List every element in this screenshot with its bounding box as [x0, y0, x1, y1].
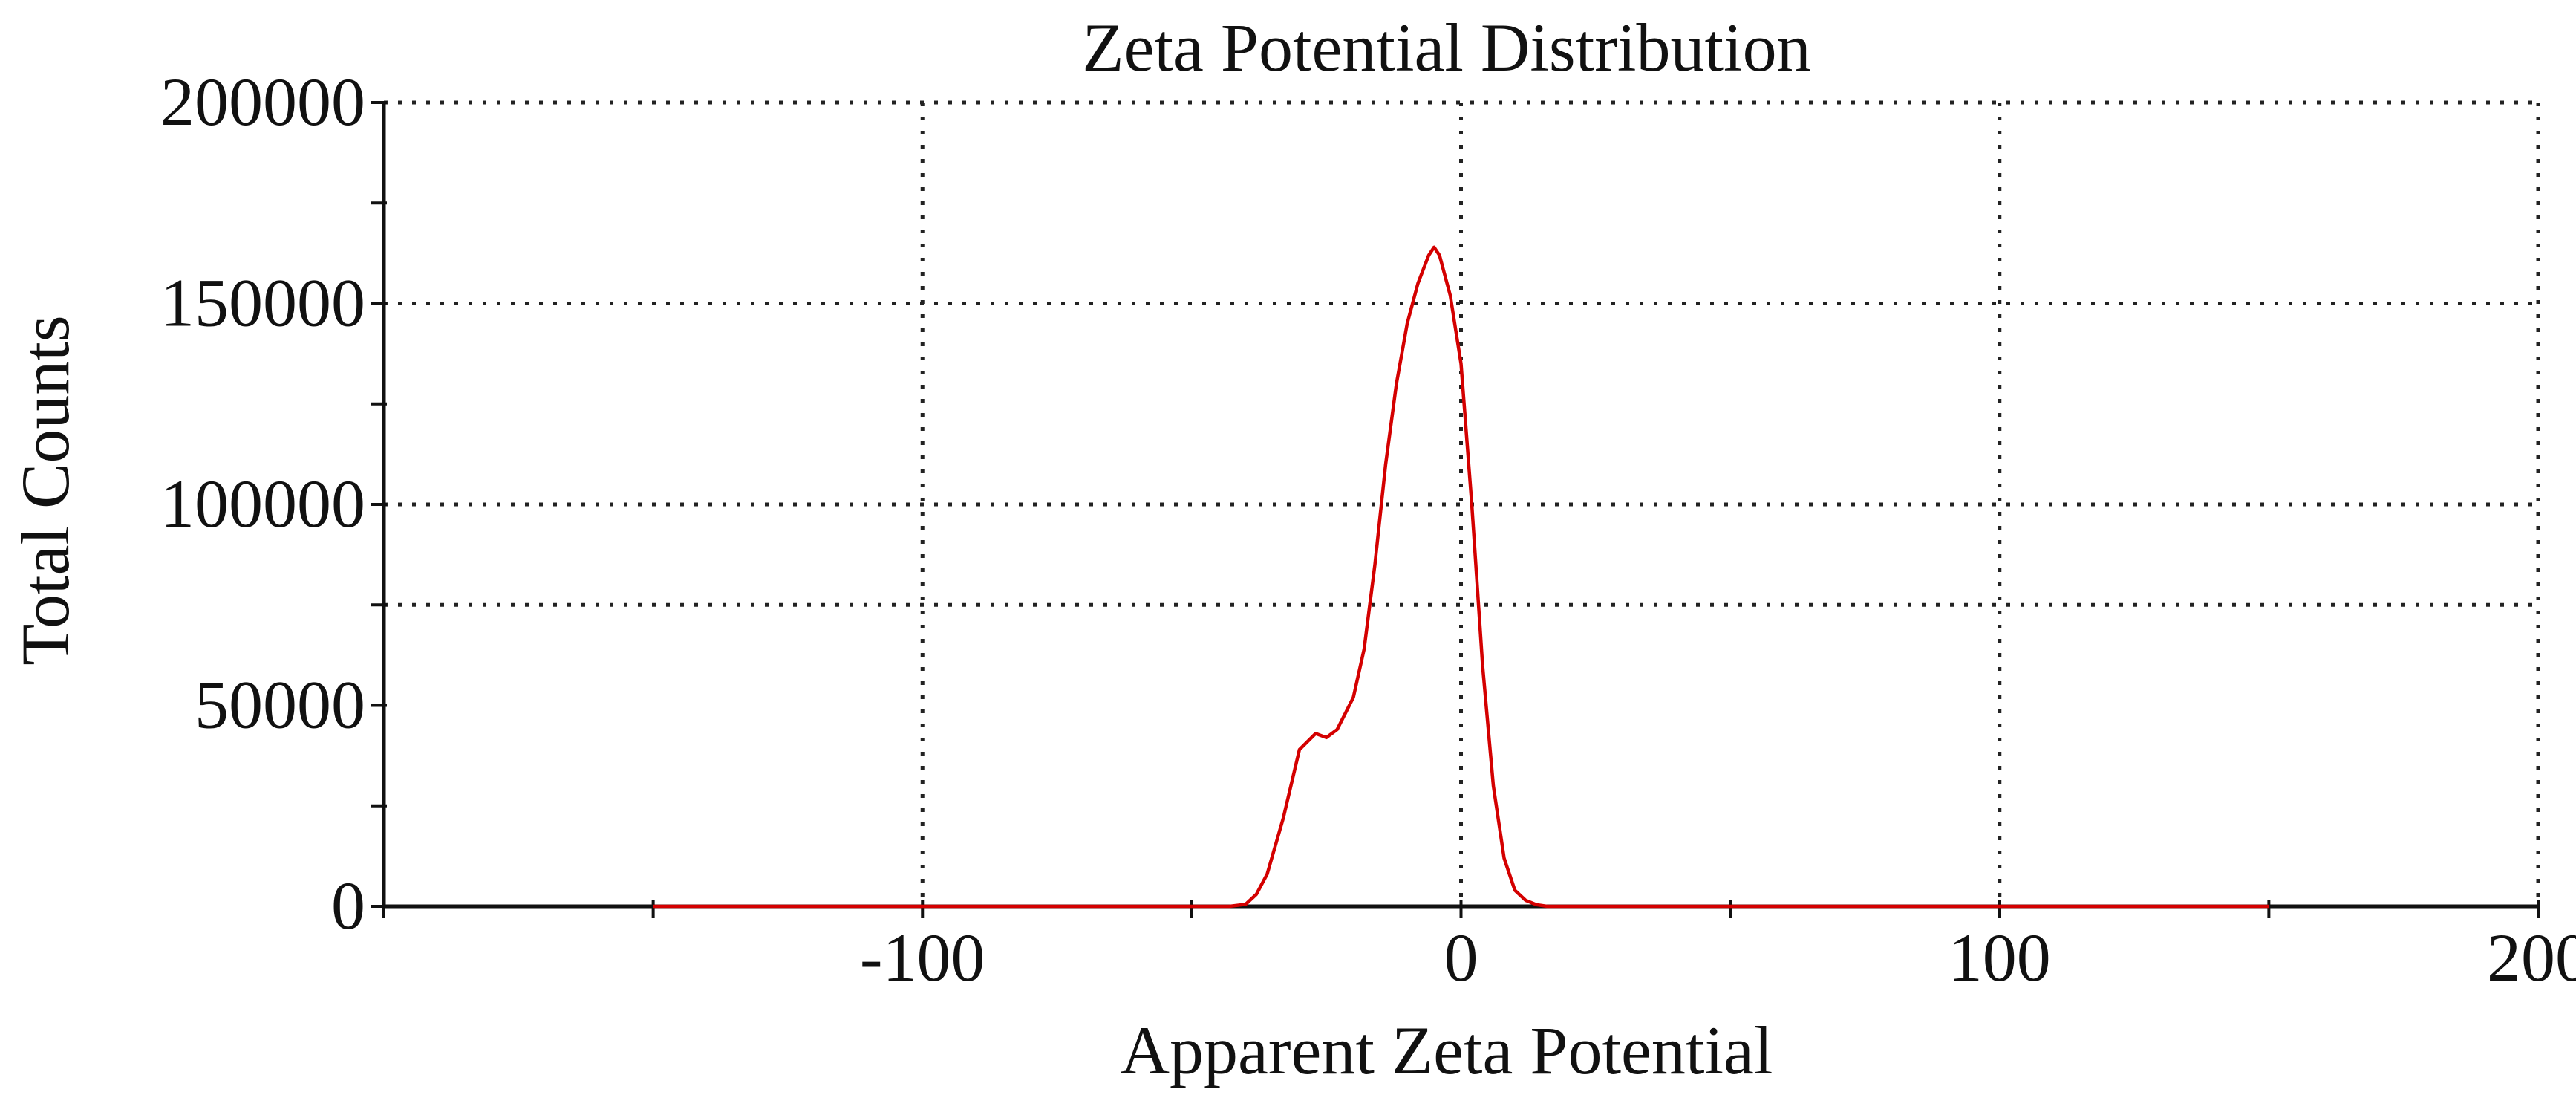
x-axis-label: Apparent Zeta Potential — [1121, 1013, 1773, 1088]
series-layer — [653, 245, 2269, 909]
y-tick-label: 100000 — [160, 466, 365, 542]
chart-title: Zeta Potential Distribution — [1082, 10, 1810, 85]
grid-lines — [384, 100, 2540, 906]
tick-labels: -100 0 100 200 0 50000 100000 150000 200000 — [160, 64, 2576, 995]
y-axis-label: Total Counts — [7, 315, 83, 665]
series-line — [653, 245, 2269, 909]
x-tick-label: 200 — [2487, 920, 2576, 995]
axes — [371, 101, 2540, 918]
y-tick-label: 150000 — [160, 265, 365, 341]
x-tick-label: 100 — [1949, 920, 2051, 995]
x-tick-label: 0 — [1444, 920, 1478, 995]
y-tick-label: 0 — [331, 868, 365, 943]
y-tick-label: 200000 — [160, 64, 365, 140]
x-tick-label: -100 — [860, 920, 985, 995]
y-tick-label: 50000 — [195, 667, 365, 743]
